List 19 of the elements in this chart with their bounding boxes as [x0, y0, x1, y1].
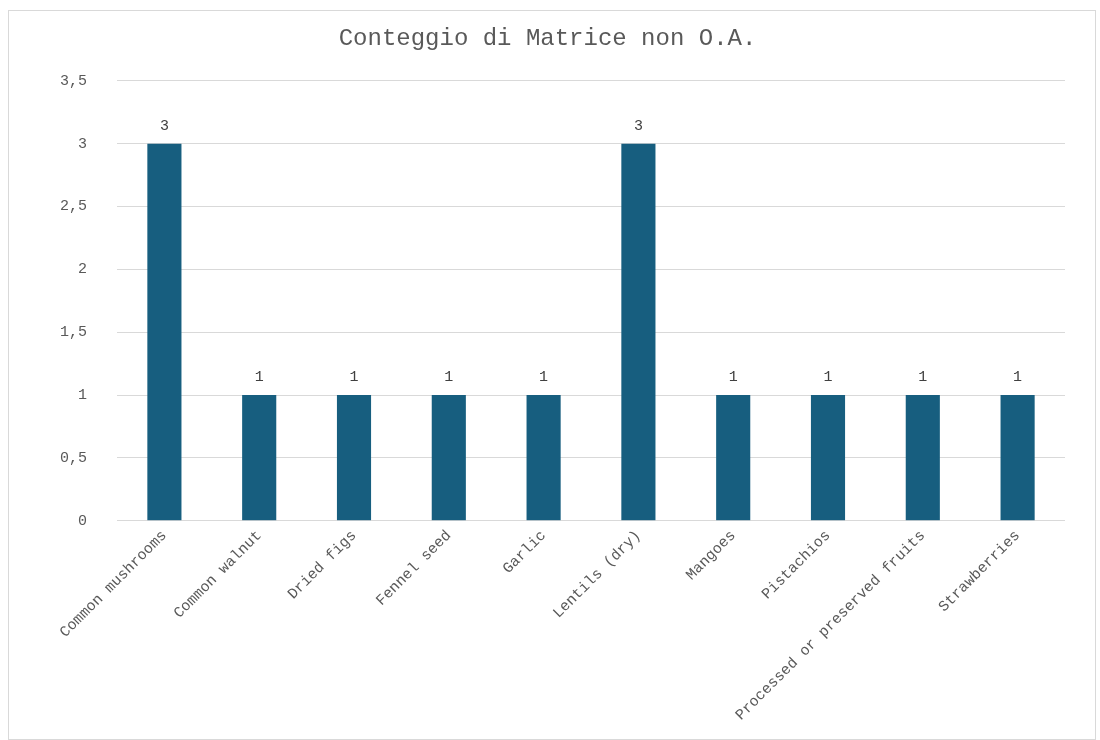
data-label: 3: [633, 118, 643, 136]
data-label: 1: [539, 369, 549, 387]
y-tick-label: 1,5: [59, 324, 87, 342]
y-tick-label: 1: [77, 386, 87, 404]
y-tick-label: 2,5: [59, 198, 87, 216]
y-tick-label: 2: [77, 261, 87, 279]
y-tick-label: 3,5: [59, 72, 87, 90]
y-tick-label: 0,5: [59, 449, 87, 467]
data-label: 1: [254, 369, 264, 387]
data-label: 1: [349, 369, 359, 387]
chart-title: Conteggio di Matrice non O.A.: [338, 24, 757, 52]
data-label: 1: [1013, 369, 1023, 387]
y-tick-label: 0: [77, 512, 87, 530]
data-label: 1: [728, 369, 738, 387]
data-label: 3: [159, 118, 169, 136]
y-tick-label: 3: [77, 135, 87, 153]
data-label: 1: [918, 369, 928, 387]
data-label: 1: [823, 369, 833, 387]
data-label: 1: [444, 369, 454, 387]
